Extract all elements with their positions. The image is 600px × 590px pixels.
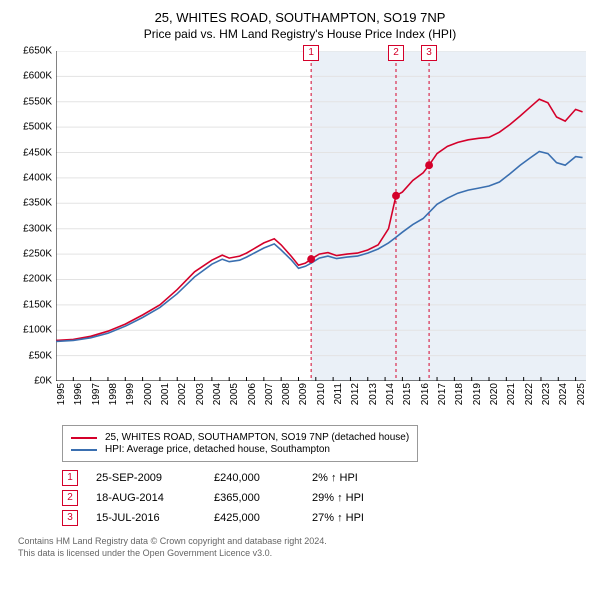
- x-tick-label: 2004: [212, 383, 223, 405]
- x-tick-label: 2011: [333, 383, 344, 405]
- sale-event-date: 25-SEP-2009: [96, 472, 196, 484]
- legend-item: 25, WHITES ROAD, SOUTHAMPTON, SO19 7NP (…: [71, 432, 409, 443]
- plot-area: £0K£50K£100K£150K£200K£250K£300K£350K£40…: [56, 51, 586, 381]
- sale-event-price: £425,000: [214, 512, 294, 524]
- sale-event-price: £365,000: [214, 492, 294, 504]
- owned-period-shade: [311, 51, 586, 381]
- legend-item: HPI: Average price, detached house, Sout…: [71, 444, 409, 455]
- footnote: Contains HM Land Registry data © Crown c…: [18, 536, 592, 559]
- y-tick-label: £350K: [23, 198, 52, 209]
- x-tick-label: 2008: [281, 383, 292, 405]
- x-tick-label: 2017: [437, 383, 448, 405]
- sale-event-number: 1: [62, 470, 78, 486]
- sale-event-number: 3: [62, 510, 78, 526]
- chart-title: 25, WHITES ROAD, SOUTHAMPTON, SO19 7NP: [8, 10, 592, 25]
- x-tick-label: 2005: [229, 383, 240, 405]
- legend-label: HPI: Average price, detached house, Sout…: [105, 444, 330, 455]
- x-tick-label: 2007: [264, 383, 275, 405]
- x-tick-label: 2009: [298, 383, 309, 405]
- x-tick-label: 2018: [454, 383, 465, 405]
- x-tick-label: 2015: [402, 383, 413, 405]
- sale-event-hpi: 2% ↑ HPI: [312, 472, 358, 484]
- y-tick-label: £300K: [23, 223, 52, 234]
- sale-marker-dot: [425, 161, 433, 169]
- x-tick-label: 2013: [368, 383, 379, 405]
- x-tick-label: 2012: [350, 383, 361, 405]
- x-tick-label: 2025: [576, 383, 587, 405]
- sale-marker-number-box: 1: [303, 45, 319, 61]
- x-tick-label: 2000: [143, 383, 154, 405]
- x-tick-label: 2021: [506, 383, 517, 405]
- y-axis: £0K£50K£100K£150K£200K£250K£300K£350K£40…: [8, 51, 54, 381]
- x-tick-label: 1996: [73, 383, 84, 405]
- x-tick-label: 2001: [160, 383, 171, 405]
- sale-event-date: 18-AUG-2014: [96, 492, 196, 504]
- y-tick-label: £550K: [23, 96, 52, 107]
- plot-svg: [56, 51, 586, 381]
- x-tick-label: 2010: [316, 383, 327, 405]
- sale-marker-number-box: 3: [421, 45, 437, 61]
- x-tick-label: 2022: [524, 383, 535, 405]
- x-tick-label: 2006: [247, 383, 258, 405]
- y-tick-label: £0K: [34, 376, 52, 387]
- x-tick-label: 2016: [420, 383, 431, 405]
- legend-swatch: [71, 437, 97, 439]
- sale-marker-dot: [392, 192, 400, 200]
- y-tick-label: £450K: [23, 147, 52, 158]
- x-tick-label: 2003: [195, 383, 206, 405]
- sale-marker-dot: [307, 255, 315, 263]
- chart-subtitle: Price paid vs. HM Land Registry's House …: [8, 27, 592, 41]
- x-tick-label: 1995: [56, 383, 67, 405]
- sale-events-table: 1 25-SEP-2009 £240,000 2% ↑ HPI 2 18-AUG-2014…: [62, 470, 592, 526]
- x-tick-label: 1999: [125, 383, 136, 405]
- x-tick-label: 2024: [558, 383, 569, 405]
- y-tick-label: £400K: [23, 172, 52, 183]
- x-axis: 1995 1996 1997 1998 1999 2000 2001 2002 2003 2004…: [56, 381, 586, 417]
- sale-event-hpi: 27% ↑ HPI: [312, 512, 364, 524]
- sale-event-date: 15-JUL-2016: [96, 512, 196, 524]
- sale-event-price: £240,000: [214, 472, 294, 484]
- x-tick-label: 2014: [385, 383, 396, 405]
- y-tick-label: £500K: [23, 122, 52, 133]
- y-tick-label: £650K: [23, 46, 52, 57]
- y-tick-label: £250K: [23, 249, 52, 260]
- sale-event-row: 1 25-SEP-2009 £240,000 2% ↑ HPI: [62, 470, 592, 486]
- legend-label: 25, WHITES ROAD, SOUTHAMPTON, SO19 7NP (…: [105, 432, 409, 443]
- x-tick-label: 1998: [108, 383, 119, 405]
- x-tick-label: 2002: [177, 383, 188, 405]
- legend: 25, WHITES ROAD, SOUTHAMPTON, SO19 7NP (…: [62, 425, 418, 462]
- x-tick-label: 2023: [541, 383, 552, 405]
- y-tick-label: £600K: [23, 71, 52, 82]
- footnote-line-1: Contains HM Land Registry data © Crown c…: [18, 536, 592, 548]
- legend-swatch: [71, 449, 97, 451]
- y-tick-label: £50K: [29, 350, 52, 361]
- chart-container: 25, WHITES ROAD, SOUTHAMPTON, SO19 7NP P…: [0, 0, 600, 563]
- sale-event-number: 2: [62, 490, 78, 506]
- sale-event-row: 3 15-JUL-2016 £425,000 27% ↑ HPI: [62, 510, 592, 526]
- footnote-line-2: This data is licensed under the Open Gov…: [18, 548, 592, 560]
- y-tick-label: £200K: [23, 274, 52, 285]
- y-tick-label: £150K: [23, 299, 52, 310]
- x-tick-label: 1997: [91, 383, 102, 405]
- sale-event-row: 2 18-AUG-2014 £365,000 29% ↑ HPI: [62, 490, 592, 506]
- x-tick-label: 2019: [472, 383, 483, 405]
- x-tick-label: 2020: [489, 383, 500, 405]
- y-tick-label: £100K: [23, 325, 52, 336]
- sale-marker-number-box: 2: [388, 45, 404, 61]
- sale-event-hpi: 29% ↑ HPI: [312, 492, 364, 504]
